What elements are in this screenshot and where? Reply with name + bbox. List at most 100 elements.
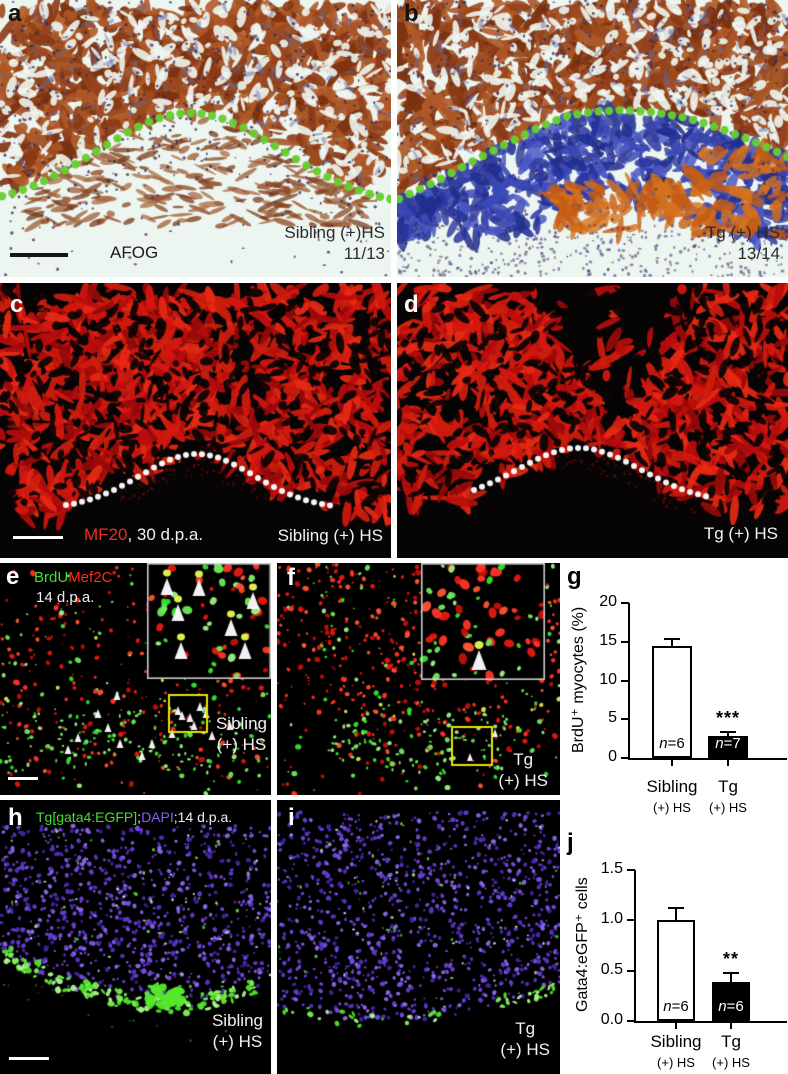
marker-line: MF20, 30 d.p.a. — [84, 525, 203, 545]
panel-d-micrograph — [397, 283, 788, 558]
bar-tg — [712, 981, 750, 1021]
x-category-sublabel: (+) HS — [657, 1055, 695, 1070]
x-tick — [727, 760, 729, 766]
separator: ; — [137, 809, 142, 825]
bar-n-label: n=7 — [715, 735, 741, 752]
panel-c-micrograph — [0, 283, 391, 558]
stain-label-afog: AFOG — [110, 243, 159, 262]
chart-j-y-axis-label: Gata4:eGFP⁺ cells — [574, 877, 591, 1013]
y-tick — [627, 969, 635, 972]
panel-c: c MF20, 30 d.p.a. Sibling (+) HS — [0, 283, 391, 558]
error-bar — [730, 972, 732, 988]
panel-e-micrograph — [0, 563, 271, 795]
error-bar — [671, 638, 673, 652]
x-category-sublabel: (+) HS — [712, 1055, 750, 1070]
group-ratio: 13/14 — [737, 244, 780, 263]
group-name: Sibling — [215, 714, 267, 733]
y-tick-label: 5 — [608, 709, 617, 727]
y-tick — [627, 1020, 635, 1022]
panel-h-label: h — [8, 804, 23, 831]
group-name2: (+) HS — [212, 1032, 263, 1051]
panel-i-micrograph — [277, 800, 560, 1074]
y-tick — [627, 869, 635, 871]
panel-d: d Tg (+) HS — [397, 283, 788, 558]
marker-gata4-egfp: Tg[gata4:EGFP] — [36, 809, 138, 825]
panel-b: b Tg (+) HS 13/14 — [397, 0, 788, 277]
x-category-label: Sibling — [646, 777, 698, 796]
bar-sibling — [652, 645, 692, 758]
x-tick — [730, 1023, 732, 1029]
panel-a-micrograph — [0, 0, 391, 277]
group-label-c: Sibling (+) HS — [277, 526, 383, 545]
marker-dapi: DAPI — [141, 809, 174, 825]
panel-d-label: d — [404, 291, 419, 318]
x-tick — [671, 760, 673, 766]
chart-column: g BrdU⁺ myocytes (%) j Gata4:eGFP⁺ cells… — [565, 563, 788, 1074]
group-name: Tg — [513, 750, 534, 769]
y-tick-label: 10 — [599, 670, 617, 688]
marker-mf20: MF20 — [84, 525, 128, 544]
x-category-label: Tg — [718, 777, 738, 796]
bar-n-label: n=6 — [718, 998, 744, 1015]
panel-e-label: e — [6, 563, 20, 590]
bar-tg — [708, 736, 748, 758]
group-name: Tg — [515, 1019, 536, 1038]
panel-a: a AFOG Sibling (+)HS 11/13 — [0, 0, 391, 277]
panel-c-label: c — [10, 291, 24, 318]
y-axis — [628, 603, 630, 760]
group-name: Sibling (+)HS — [284, 223, 385, 242]
panel-a-label: a — [8, 0, 22, 27]
panel-g-label: g — [567, 563, 582, 590]
group-label-f: Tg (+) HS — [498, 749, 548, 791]
panel-j-label: j — [567, 829, 574, 856]
group-name2: (+) HS — [500, 1040, 550, 1059]
group-label-b: Tg (+) HS 13/14 — [706, 222, 780, 264]
scale-bar — [8, 777, 38, 780]
y-tick-label: 15 — [599, 631, 617, 649]
group-name: Tg (+) HS — [705, 223, 780, 242]
error-bar-cap — [664, 637, 680, 640]
group-label-h: Sibling (+) HS — [212, 1010, 263, 1052]
x-category-label: Sibling — [650, 1032, 702, 1051]
y-tick-label: 20 — [599, 593, 617, 610]
y-tick — [621, 640, 629, 643]
group-ratio: 11/13 — [343, 244, 385, 263]
panel-i-label: i — [288, 804, 295, 831]
y-tick — [621, 718, 629, 721]
error-bar-cap — [720, 731, 736, 734]
y-tick-label: 1.0 — [600, 910, 623, 928]
panel-b-micrograph — [397, 0, 788, 277]
y-tick — [627, 919, 635, 922]
panel-f-label: f — [287, 564, 295, 591]
x-axis — [636, 1021, 787, 1023]
marker-timepoint: , 30 d.p.a. — [127, 525, 204, 544]
panel-f: f Tg (+) HS — [277, 563, 560, 795]
group-name2: (+) HS — [216, 735, 267, 754]
x-axis — [630, 758, 787, 760]
group-label-e: Sibling (+) HS — [216, 713, 267, 755]
x-category-sublabel: (+) HS — [709, 800, 747, 815]
bar-n-label: n=6 — [663, 998, 689, 1015]
scale-bar — [9, 1057, 49, 1060]
panel-e: e BrdUMef2C 14 d.p.a. Sibling (+) HS — [0, 563, 271, 795]
timepoint-label: 14 d.p.a. — [36, 589, 95, 606]
y-tick-label: 0.0 — [600, 1011, 623, 1028]
x-category-sublabel: (+) HS — [653, 800, 691, 815]
y-tick — [621, 679, 629, 682]
y-tick-label: 0 — [608, 748, 617, 765]
y-axis — [634, 870, 636, 1023]
timepoint-label: ;14 d.p.a. — [173, 809, 233, 825]
y-tick — [621, 757, 629, 759]
group-name: Sibling — [211, 1011, 263, 1030]
significance-stars: ** — [722, 948, 739, 969]
error-bar-cap — [668, 907, 684, 910]
panel-i: i Tg (+) HS — [277, 800, 560, 1074]
marker-line: Tg[gata4:EGFP];DAPI;14 d.p.a. — [36, 809, 232, 826]
group-name2: (+) HS — [498, 771, 548, 790]
x-category-label: Tg — [721, 1032, 741, 1051]
bar-sibling — [657, 920, 695, 1021]
group-label-a: Sibling (+)HS 11/13 — [284, 222, 385, 264]
panel-h-micrograph — [0, 800, 271, 1074]
marker-brdu: BrdU — [34, 569, 69, 586]
